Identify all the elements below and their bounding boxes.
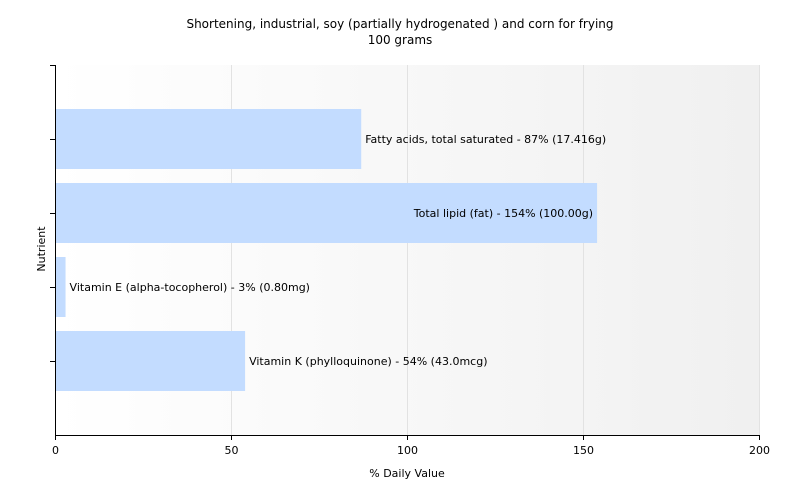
chart-subtitle: 100 grams [367, 33, 433, 47]
bar [56, 331, 246, 391]
bar [56, 109, 362, 169]
axes: 0 50 100 150 200 [50, 65, 770, 457]
y-axis-label: Nutrient [35, 226, 48, 272]
x-tick-label: 100 [397, 444, 418, 457]
chart-title: Shortening, industrial, soy (partially h… [186, 17, 614, 31]
x-tick-label: 200 [749, 444, 770, 457]
x-tick-label: 0 [52, 444, 59, 457]
bar-label: Total lipid (fat) - 154% (100.00g) [413, 207, 593, 220]
bar-label: Vitamin K (phylloquinone) - 54% (43.0mcg… [249, 355, 487, 368]
bar-label: Vitamin E (alpha-tocopherol) - 3% (0.80m… [70, 281, 310, 294]
x-tick-label: 50 [225, 444, 239, 457]
x-tick-label: 150 [573, 444, 594, 457]
bar [56, 183, 598, 243]
bars: Fatty acids, total saturated - 87% (17.4… [56, 109, 606, 391]
chart-title-block: Shortening, industrial, soy (partially h… [0, 16, 800, 48]
x-axis-label: % Daily Value [369, 467, 445, 480]
bar-label: Fatty acids, total saturated - 87% (17.4… [365, 133, 606, 146]
bar [56, 257, 66, 317]
